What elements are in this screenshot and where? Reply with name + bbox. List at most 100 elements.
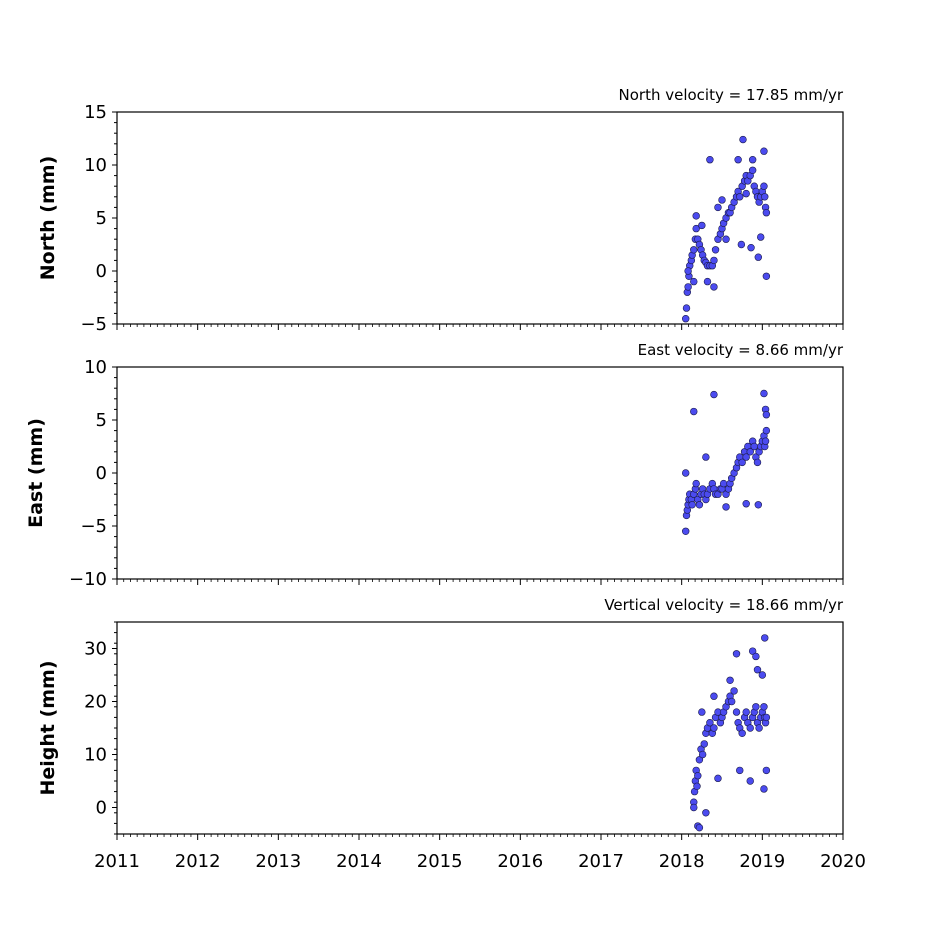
data-point — [714, 774, 722, 783]
data-point — [746, 448, 754, 456]
data-point — [734, 156, 742, 164]
data-point — [711, 246, 720, 254]
data-point — [736, 766, 744, 775]
data-point — [695, 501, 704, 509]
data-point — [695, 756, 704, 764]
y-tick-label: 10 — [84, 357, 107, 378]
data-point — [722, 503, 730, 511]
data-point — [710, 692, 718, 700]
data-point — [755, 724, 763, 732]
y-tick-label: 5 — [96, 410, 107, 431]
x-tick-label: 2019 — [739, 851, 785, 872]
data-point — [730, 687, 738, 695]
data-point — [698, 750, 707, 759]
data-point — [698, 221, 706, 230]
x-tick-label: 2012 — [175, 851, 221, 872]
data-point — [752, 703, 760, 711]
data-point — [727, 697, 736, 706]
data-point — [753, 665, 762, 674]
data-point — [690, 407, 698, 416]
data-point — [714, 203, 722, 212]
y-tick-label: 0 — [96, 261, 107, 282]
y-axis-label: Height (mm) — [37, 660, 59, 795]
data-point — [682, 304, 691, 312]
data-point — [760, 703, 768, 711]
plot-frame — [116, 621, 844, 835]
panel-title: Vertical velocity = 18.66 mm/yr — [604, 596, 844, 614]
data-point — [690, 246, 698, 254]
plot-frame — [116, 111, 844, 325]
data-point — [760, 389, 768, 398]
x-tick-label: 2020 — [820, 851, 866, 872]
y-tick-label: 0 — [96, 463, 107, 484]
panel-0: −5 0 5 10 15 North velocity = 17.85 mm/yr Nort… — [37, 86, 844, 335]
y-tick-label: 20 — [84, 692, 107, 713]
data-point — [692, 224, 700, 233]
panel-title: East velocity = 8.66 mm/yr — [638, 341, 844, 359]
y-tick-label: 0 — [96, 798, 107, 819]
data-point — [754, 501, 762, 509]
y-tick-label: 30 — [84, 639, 107, 660]
data-point — [758, 671, 767, 679]
data-point — [692, 479, 700, 488]
data-point — [739, 135, 747, 144]
data-point — [748, 166, 757, 175]
data-point — [762, 209, 771, 217]
data-point — [700, 740, 708, 748]
data-point — [750, 442, 758, 451]
data-point — [692, 212, 700, 220]
x-tick-label: 2017 — [578, 851, 624, 872]
data-point — [718, 196, 726, 204]
data-point — [693, 782, 701, 790]
data-point — [761, 634, 769, 642]
data-point — [710, 724, 718, 732]
data-point — [732, 650, 741, 658]
data-point — [760, 182, 768, 190]
data-point — [738, 458, 746, 467]
data-point — [737, 240, 746, 249]
data-point — [762, 426, 771, 435]
data-point — [754, 253, 762, 261]
data-point — [748, 647, 757, 655]
data-point — [726, 676, 734, 684]
data-point — [742, 500, 750, 508]
y-tick-label: −10 — [69, 569, 107, 590]
data-point — [762, 272, 771, 280]
x-tick-label: 2011 — [94, 851, 140, 872]
data-point — [753, 458, 762, 467]
data-point — [710, 390, 718, 399]
y-tick-label: 10 — [84, 745, 107, 766]
data-point — [760, 147, 768, 155]
data-point — [742, 708, 750, 716]
data-point — [702, 809, 710, 817]
panel-title: North velocity = 17.85 mm/yr — [619, 86, 844, 104]
y-tick-label: 15 — [84, 102, 107, 123]
x-tick-label: 2013 — [255, 851, 301, 872]
data-point — [760, 785, 768, 793]
data-point — [703, 277, 712, 286]
data-point — [762, 766, 771, 775]
panel-2: 0 10 20 30 2011 2012 2013 2014 2015 2016 2017 2018 2… — [37, 596, 866, 872]
y-tick-label: 5 — [96, 208, 107, 229]
data-point — [742, 453, 750, 461]
data-point — [702, 453, 710, 461]
data-point — [684, 283, 692, 291]
data-point — [690, 803, 698, 812]
data-point — [762, 713, 771, 722]
data-point — [690, 277, 698, 286]
data-point — [681, 469, 690, 477]
y-tick-label: −5 — [80, 314, 107, 335]
data-point — [752, 652, 760, 661]
y-tick-label: 10 — [84, 155, 107, 176]
data-point — [736, 193, 744, 201]
data-point — [710, 256, 718, 265]
x-tick-label: 2016 — [497, 851, 543, 872]
data-point — [746, 724, 754, 732]
data-point — [742, 189, 750, 198]
data-point — [706, 156, 714, 164]
data-point — [747, 243, 755, 252]
data-point — [732, 708, 741, 716]
data-point — [684, 267, 692, 275]
data-point — [688, 501, 696, 509]
